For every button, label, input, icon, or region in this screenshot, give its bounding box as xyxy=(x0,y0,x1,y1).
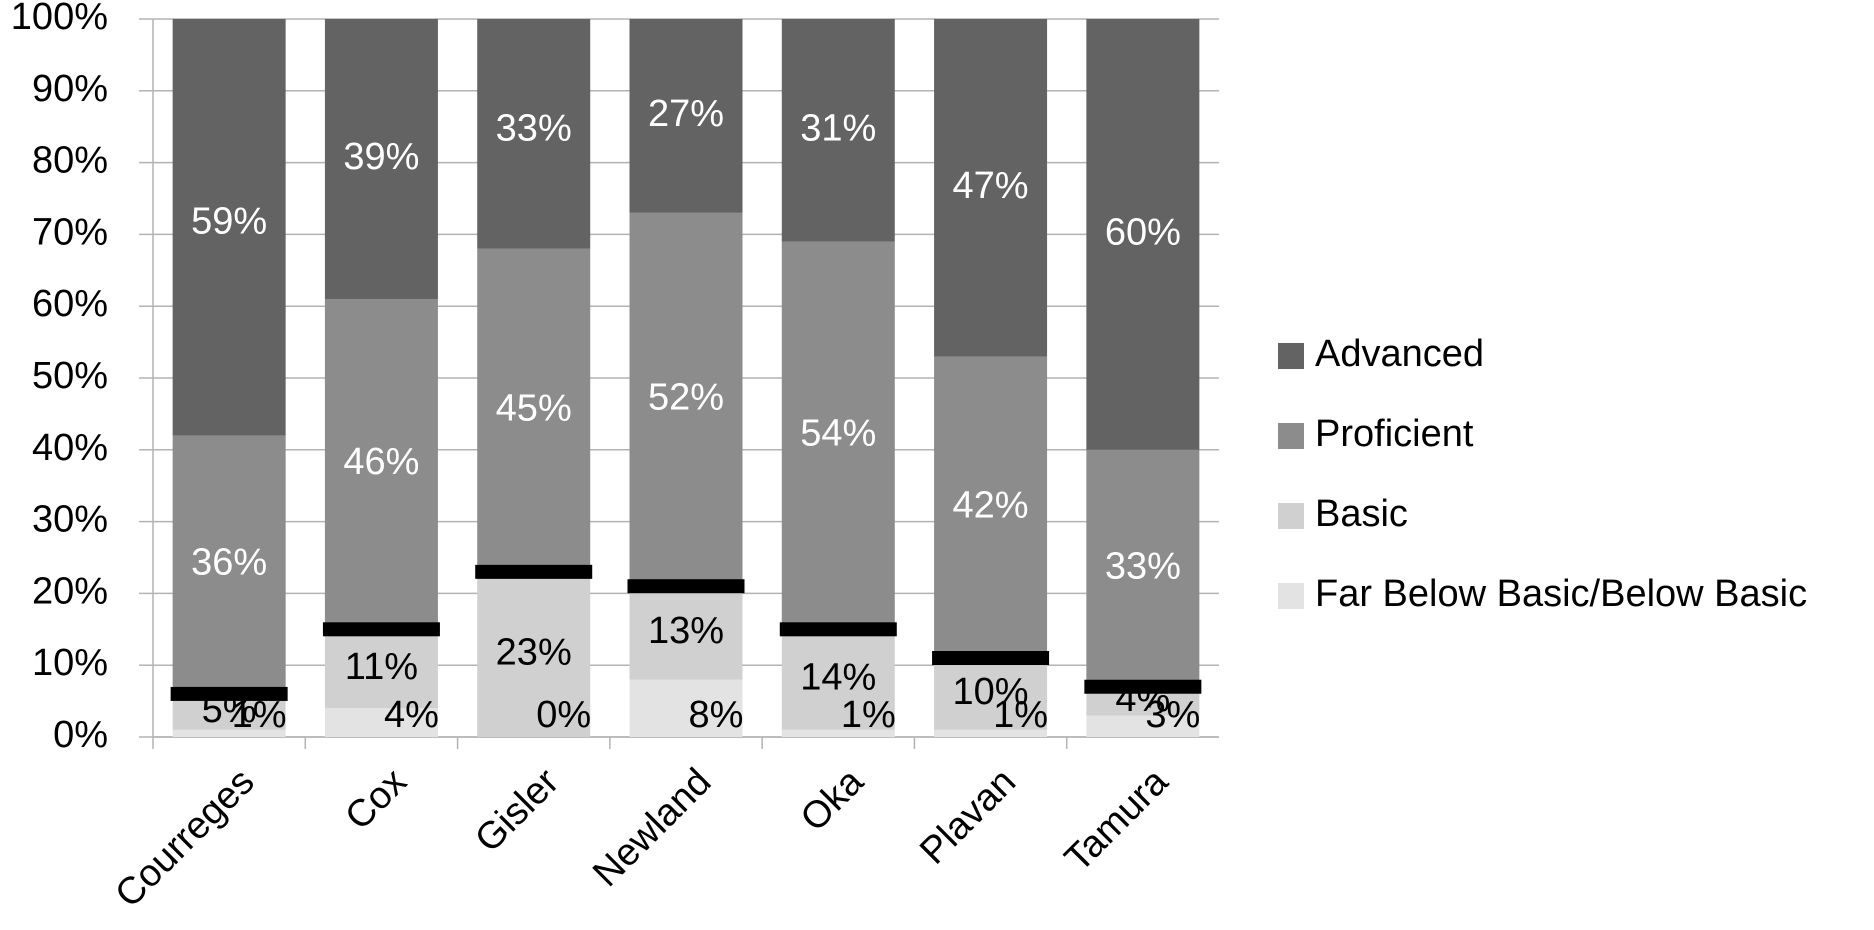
data-label: 39% xyxy=(343,136,419,178)
legend-label: Basic xyxy=(1315,493,1408,535)
bar-segment xyxy=(172,435,286,694)
data-label: 3% xyxy=(1145,694,1200,736)
data-label: 31% xyxy=(800,107,876,149)
data-label: 47% xyxy=(953,165,1029,207)
y-tick-label: 40% xyxy=(32,427,108,469)
x-tick-label: Newland xyxy=(585,761,719,895)
bar-segment xyxy=(477,19,591,249)
data-label: 14% xyxy=(800,657,876,699)
bar-segment xyxy=(324,708,438,737)
cut-marker xyxy=(627,579,745,594)
y-tick-label: 80% xyxy=(32,140,108,182)
y-tick-label: 90% xyxy=(32,68,108,110)
bar-segment xyxy=(781,19,895,242)
bar-segment xyxy=(1086,449,1200,687)
data-label: 23% xyxy=(496,631,572,673)
data-label: 42% xyxy=(953,484,1029,526)
legend-swatch xyxy=(1278,503,1304,529)
data-label: 13% xyxy=(648,610,724,652)
bar-segment xyxy=(477,248,591,572)
data-label: 59% xyxy=(191,201,267,243)
bar-segment xyxy=(629,679,743,737)
bar-segment xyxy=(629,586,743,680)
y-tick-label: 10% xyxy=(32,642,108,684)
y-tick-label: 20% xyxy=(32,570,108,612)
data-label: 54% xyxy=(800,412,876,454)
bar-segment xyxy=(629,19,743,213)
y-tick-label: 30% xyxy=(32,499,108,541)
data-label: 1% xyxy=(841,694,896,736)
bar-segment xyxy=(781,241,895,630)
bar-segment xyxy=(324,19,438,300)
bar-segment xyxy=(781,629,895,730)
x-tick-label: Plavan xyxy=(912,761,1024,873)
data-label: 27% xyxy=(648,93,724,135)
y-tick-label: 70% xyxy=(32,211,108,253)
legend-label: Advanced xyxy=(1315,333,1484,375)
bar-segment xyxy=(629,212,743,587)
bar-segment xyxy=(172,729,286,737)
x-tick-label: Cox xyxy=(337,761,414,838)
y-tick-label: 60% xyxy=(32,283,108,325)
data-label: 33% xyxy=(496,107,572,149)
y-tick-label: 100% xyxy=(11,0,108,38)
legend-label: Far Below Basic/Below Basic xyxy=(1315,573,1807,615)
data-label: 11% xyxy=(345,646,418,688)
bar-segment xyxy=(324,299,438,630)
legend-swatch xyxy=(1278,343,1304,369)
x-tick-label: Tamura xyxy=(1057,760,1177,880)
bar-segment xyxy=(477,571,591,737)
y-tick-label: 0% xyxy=(53,714,108,756)
data-label: 10% xyxy=(953,671,1029,713)
data-label: 52% xyxy=(648,377,724,419)
data-label: 36% xyxy=(191,542,267,584)
plot-area xyxy=(172,19,1200,737)
bar-segment xyxy=(324,629,438,709)
legend-swatch xyxy=(1278,423,1304,449)
cut-marker xyxy=(932,651,1050,666)
bar-segment xyxy=(934,19,1048,357)
data-label: 1% xyxy=(232,694,287,736)
y-tick-label: 50% xyxy=(32,355,108,397)
bar-segment xyxy=(1086,715,1200,737)
bar-segment xyxy=(1086,19,1200,450)
data-label: 60% xyxy=(1105,211,1181,253)
cut-marker xyxy=(779,622,897,637)
bar-segment xyxy=(934,658,1048,730)
bar-segment xyxy=(934,356,1048,659)
bar-segment xyxy=(172,19,286,436)
cut-marker xyxy=(475,564,593,579)
data-label: 46% xyxy=(343,441,419,483)
data-label: 33% xyxy=(1105,545,1181,587)
x-tick-label: Gisler xyxy=(467,761,567,861)
cut-marker xyxy=(170,686,288,701)
legend-label: Proficient xyxy=(1315,413,1474,455)
legend-swatch xyxy=(1278,583,1304,609)
data-label: 45% xyxy=(496,387,572,429)
bar-segment xyxy=(781,729,895,737)
data-label: 8% xyxy=(689,694,744,736)
cut-marker xyxy=(322,622,440,637)
x-tick-label: Courreges xyxy=(107,761,262,916)
x-tick-label: Oka xyxy=(793,760,873,840)
cut-marker xyxy=(1084,679,1202,694)
data-label: 0% xyxy=(536,694,591,736)
bar-segment xyxy=(934,729,1048,737)
data-label: 4% xyxy=(384,694,439,736)
data-label: 1% xyxy=(993,694,1048,736)
